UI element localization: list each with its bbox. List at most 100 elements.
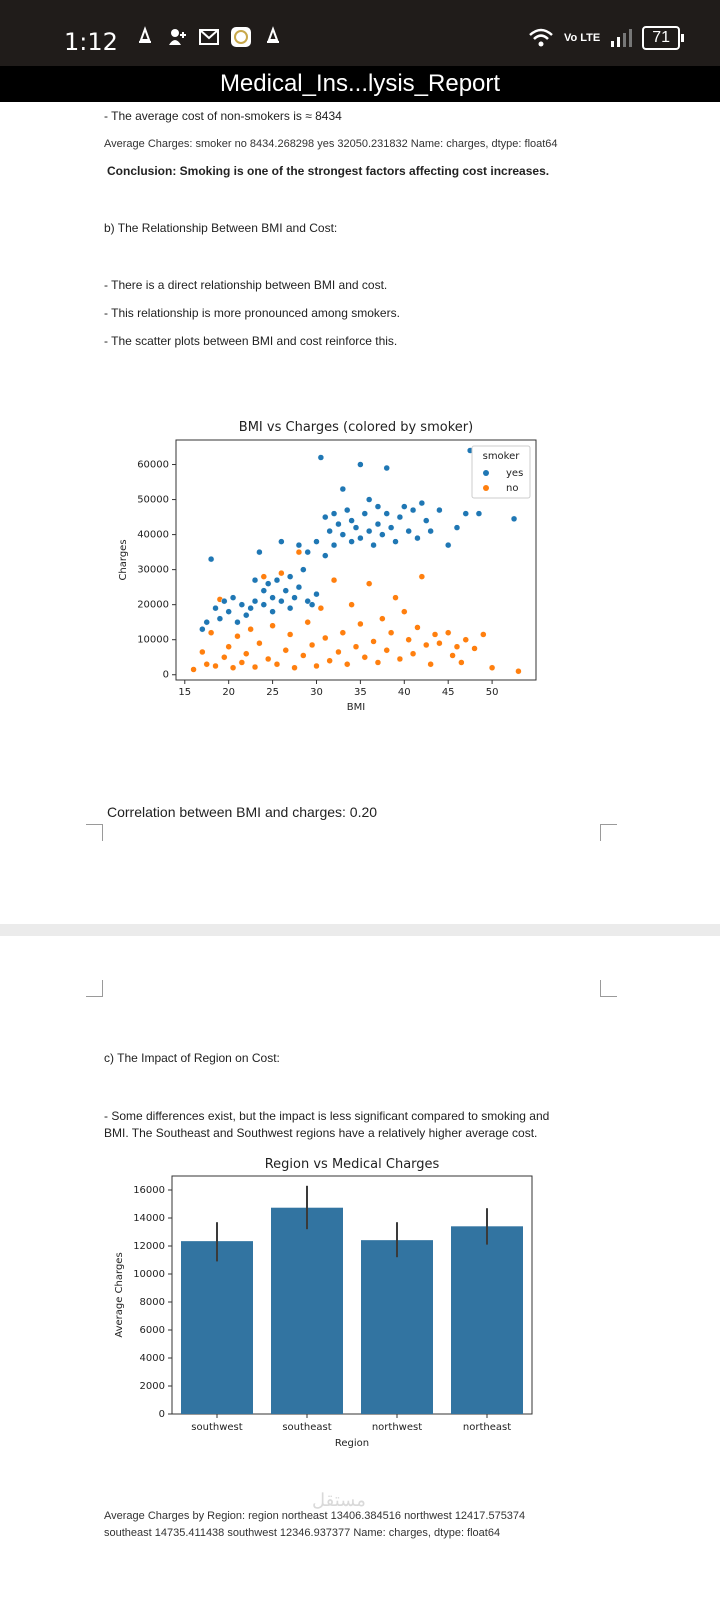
scatter-point-yes bbox=[278, 538, 285, 545]
scatter-point-no bbox=[322, 634, 329, 642]
scatter-point-no bbox=[436, 639, 443, 647]
x-tick-label: 15 bbox=[178, 687, 191, 698]
scatter-point-no bbox=[449, 652, 456, 659]
chart-title: BMI vs Charges (colored by smoker) bbox=[239, 420, 473, 435]
scatter-point-no bbox=[317, 604, 325, 612]
document-title[interactable]: Medical_Ins...lysis_Report bbox=[0, 66, 720, 102]
scatter-point-yes bbox=[295, 541, 303, 549]
bar-northwest bbox=[361, 1240, 433, 1414]
scatter-point-no bbox=[251, 663, 259, 671]
scatter-point-yes bbox=[242, 611, 250, 619]
y-tick-label: 30000 bbox=[137, 565, 169, 576]
scatter-point-yes bbox=[330, 541, 338, 549]
document-page-2: c) The Impact of Region on Cost: - Some … bbox=[0, 936, 720, 1604]
scatter-point-no bbox=[269, 622, 276, 629]
scatter-point-no bbox=[242, 650, 250, 657]
document-page-1: - The average cost of non-smokers is ≈ 8… bbox=[0, 102, 720, 924]
scatter-point-yes bbox=[229, 594, 237, 601]
scatter-point-yes bbox=[475, 510, 483, 517]
scatter-point-yes bbox=[365, 527, 373, 535]
notification-icons bbox=[134, 26, 284, 48]
x-tick-label: 35 bbox=[354, 687, 367, 698]
bell-icon bbox=[139, 26, 151, 43]
scatter-point-no bbox=[295, 548, 303, 556]
scatter-point-yes bbox=[251, 576, 259, 584]
scatter-point-no bbox=[392, 594, 399, 601]
scatter-point-no bbox=[313, 662, 320, 670]
bmi-vs-charges-chart: BMI vs Charges (colored by smoker) 15 20 25… bbox=[118, 420, 537, 713]
y-tick-label: 14000 bbox=[133, 1213, 165, 1224]
scatter-point-no bbox=[238, 659, 246, 666]
scatter-point-yes bbox=[304, 548, 311, 556]
scatter-point-no bbox=[370, 638, 377, 645]
scatter-point-no bbox=[379, 615, 386, 622]
scatter-point-yes bbox=[282, 587, 290, 594]
scatter-point-yes bbox=[322, 513, 329, 521]
y-tick-label: 12000 bbox=[133, 1241, 165, 1252]
scatter-point-yes bbox=[387, 524, 395, 531]
x-tick-label: 20 bbox=[222, 687, 235, 698]
legend-title: smoker bbox=[483, 451, 521, 462]
page-corner-mark bbox=[600, 824, 617, 841]
scatter-point-yes bbox=[313, 538, 320, 545]
scatter-point-no bbox=[207, 629, 215, 636]
scatter-point-no bbox=[414, 624, 421, 631]
scatter-point-yes bbox=[370, 541, 377, 549]
scatter-point-yes bbox=[260, 587, 268, 594]
bullet-c1-line2: BMI. The Southeast and Southwest regions… bbox=[104, 1126, 538, 1140]
bell-icon-2 bbox=[267, 26, 279, 43]
scatter-point-yes bbox=[462, 510, 470, 517]
watermark: مستقل bbox=[312, 1490, 366, 1510]
page-corner-mark bbox=[600, 980, 617, 997]
scatter-point-yes bbox=[295, 583, 303, 591]
scatter-point-yes bbox=[313, 590, 320, 598]
y-axis-label: Average Charges bbox=[114, 1252, 125, 1337]
y-tick-label: 10000 bbox=[133, 1269, 165, 1280]
scatter-point-yes bbox=[260, 601, 268, 608]
scatter-point-yes bbox=[422, 517, 430, 524]
y-tick-label: 60000 bbox=[137, 460, 169, 471]
scatter-point-no bbox=[480, 631, 487, 638]
scatter-point-yes bbox=[273, 576, 281, 584]
x-tick-label: 45 bbox=[442, 687, 455, 698]
scatter-point-no bbox=[286, 631, 294, 638]
y-tick-label: 20000 bbox=[137, 600, 169, 611]
add-contact-icon bbox=[169, 29, 186, 45]
scatter-point-yes bbox=[374, 520, 382, 528]
scatter-point-no bbox=[247, 625, 254, 633]
scatter-point-yes bbox=[322, 552, 329, 559]
x-tick-label: 50 bbox=[486, 687, 499, 698]
y-axis-label: Charges bbox=[118, 539, 129, 580]
scatter-point-no bbox=[471, 645, 478, 652]
conclusion-text: Conclusion: Smoking is one of the strong… bbox=[107, 164, 550, 178]
scatter-point-yes bbox=[418, 499, 426, 507]
scatter-point-no bbox=[383, 646, 390, 654]
x-tick-label: 30 bbox=[310, 687, 323, 698]
y-tick-label: 10000 bbox=[137, 635, 169, 646]
scatter-point-no bbox=[418, 573, 426, 580]
scatter-point-yes bbox=[269, 594, 276, 601]
scatter-point-no bbox=[300, 652, 307, 659]
scatter-point-no bbox=[444, 629, 452, 636]
scatter-point-yes bbox=[251, 597, 259, 605]
scatter-point-yes bbox=[348, 517, 355, 524]
scatter-point-no bbox=[212, 662, 219, 670]
scatter-point-yes bbox=[269, 608, 276, 615]
bullet-b1: - There is a direct relationship between… bbox=[104, 278, 388, 292]
scatter-point-yes bbox=[401, 503, 408, 510]
page-separator bbox=[0, 924, 720, 936]
chart-title: Region vs Medical Charges bbox=[265, 1157, 440, 1172]
scatter-point-yes bbox=[247, 604, 254, 612]
scatter-point-no bbox=[401, 608, 408, 615]
scatter-point-no bbox=[278, 569, 285, 577]
bar-northeast bbox=[451, 1226, 523, 1414]
signal-icon bbox=[611, 29, 633, 47]
avg-by-region-line1: Average Charges by Region: region northe… bbox=[104, 1510, 526, 1522]
scatter-point-no bbox=[427, 660, 434, 668]
scatter-point-no bbox=[352, 643, 360, 650]
scatter-point-no bbox=[264, 655, 272, 663]
scatter-point-yes bbox=[304, 597, 311, 605]
legend-box bbox=[471, 445, 531, 499]
scatter-point-yes bbox=[225, 608, 232, 615]
y-tick-label: 6000 bbox=[140, 1325, 165, 1336]
